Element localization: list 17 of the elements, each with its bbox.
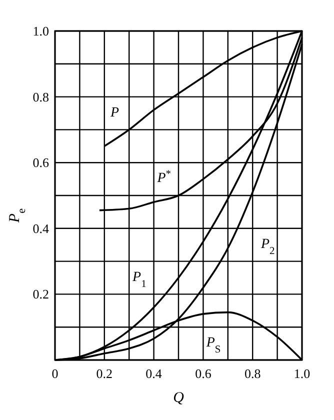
- series-label: P$_{2}$: [260, 236, 275, 256]
- series-label: P$_{S}$: [205, 336, 221, 356]
- series-label: P$_{1}$: [132, 270, 146, 290]
- series-label: P$^{*}$: [156, 168, 172, 186]
- x-tick-label: 1.0: [294, 366, 310, 381]
- y-tick-label: 0.4: [32, 220, 50, 236]
- x-tick-label: 0.4: [146, 366, 162, 381]
- y-tick-label: 0.8: [32, 89, 49, 104]
- x-tick-label: 0.6: [195, 366, 212, 381]
- y-tick-label: 0.2: [32, 286, 49, 302]
- x-tick-label: 0: [52, 366, 58, 381]
- x-tick-label: 0.8: [244, 366, 261, 381]
- y-tick-label: 1.0: [32, 24, 49, 38]
- y-tick-label: 0.6: [32, 155, 50, 170]
- series-label: P: [109, 105, 120, 120]
- x-axis-title: Q: [173, 390, 184, 406]
- x-tick-label: 0.2: [96, 366, 113, 381]
